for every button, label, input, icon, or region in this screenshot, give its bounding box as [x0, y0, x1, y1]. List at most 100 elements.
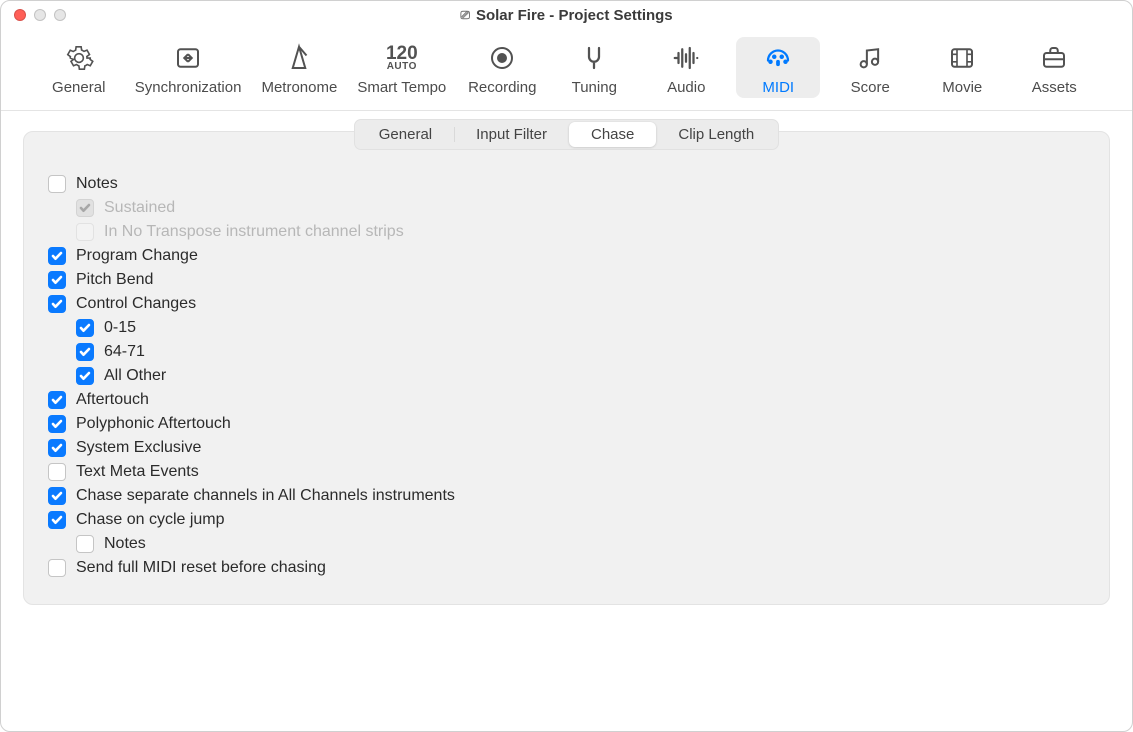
tab-general[interactable]: General — [37, 37, 121, 98]
checkbox-program-change[interactable] — [48, 247, 66, 265]
label-cc-0-15: 0-15 — [104, 319, 136, 337]
tuning-fork-icon — [574, 41, 614, 75]
smart-tempo-number: 120 — [386, 45, 418, 62]
tab-sync-label: Synchronization — [135, 79, 242, 96]
subtab-clip-length-label: Clip Length — [678, 126, 754, 143]
checkbox-sysex[interactable] — [48, 439, 66, 457]
checkbox-text-meta[interactable] — [48, 463, 66, 481]
checkbox-row-aftertouch: Aftertouch — [48, 388, 1085, 412]
smart-tempo-mode: AUTO — [386, 62, 418, 71]
checkbox-row-full-reset: Send full MIDI reset before chasing — [48, 556, 1085, 580]
checkbox-notes[interactable] — [48, 175, 66, 193]
tab-movie[interactable]: Movie — [920, 37, 1004, 98]
tab-movie-label: Movie — [942, 79, 982, 96]
chase-options-list: Notes Sustained In No Transpose instrume… — [24, 150, 1109, 580]
record-icon — [482, 41, 522, 75]
window-title: ⎚ Solar Fire - Project Settings — [1, 1, 1132, 29]
checkbox-sustained — [76, 199, 94, 217]
smart-tempo-icon: 120 AUTO — [382, 41, 422, 75]
tab-smart-tempo-label: Smart Tempo — [357, 79, 446, 96]
checkbox-poly-aftertouch[interactable] — [48, 415, 66, 433]
checkbox-chase-separate[interactable] — [48, 487, 66, 505]
tab-midi-label: MIDI — [762, 79, 794, 96]
label-control-changes: Control Changes — [76, 295, 196, 313]
label-cc-64-71: 64-71 — [104, 343, 145, 361]
checkbox-row-program-change: Program Change — [48, 244, 1085, 268]
tab-metronome-label: Metronome — [261, 79, 337, 96]
settings-toolbar: General Synchronization Metronome 120 AU… — [1, 29, 1132, 111]
midi-subtabs: General Input Filter Chase Clip Length — [354, 119, 780, 150]
checkbox-cc-0-15[interactable] — [76, 319, 94, 337]
tab-tuning[interactable]: Tuning — [552, 37, 636, 98]
tab-assets-label: Assets — [1032, 79, 1077, 96]
checkbox-row-cc-64-71: 64-71 — [48, 340, 1085, 364]
checkbox-row-text-meta: Text Meta Events — [48, 460, 1085, 484]
tab-metronome[interactable]: Metronome — [255, 37, 343, 98]
checkbox-control-changes[interactable] — [48, 295, 66, 313]
subtab-chase-label: Chase — [591, 126, 634, 143]
checkbox-row-cycle-notes: Notes — [48, 532, 1085, 556]
checkbox-row-cc-0-15: 0-15 — [48, 316, 1085, 340]
metronome-icon — [279, 41, 319, 75]
checkbox-chase-cycle-jump[interactable] — [48, 511, 66, 529]
tab-synchronization[interactable]: Synchronization — [129, 37, 248, 98]
checkbox-row-chase-separate: Chase separate channels in All Channels … — [48, 484, 1085, 508]
label-program-change: Program Change — [76, 247, 198, 265]
checkbox-full-reset[interactable] — [48, 559, 66, 577]
tab-recording[interactable]: Recording — [460, 37, 544, 98]
waveform-icon — [666, 41, 706, 75]
label-poly-aftertouch: Polyphonic Aftertouch — [76, 415, 231, 433]
label-sustained: Sustained — [104, 199, 175, 217]
tab-score[interactable]: Score — [828, 37, 912, 98]
titlebar: ⎚ Solar Fire - Project Settings — [1, 1, 1132, 29]
checkbox-aftertouch[interactable] — [48, 391, 66, 409]
briefcase-icon — [1034, 41, 1074, 75]
tab-score-label: Score — [851, 79, 890, 96]
label-cc-all-other: All Other — [104, 367, 166, 385]
checkbox-row-pitch-bend: Pitch Bend — [48, 268, 1085, 292]
content-area: General Input Filter Chase Clip Length N… — [1, 111, 1132, 625]
tab-audio[interactable]: Audio — [644, 37, 728, 98]
checkbox-row-no-transpose: In No Transpose instrument channel strip… — [48, 220, 1085, 244]
label-text-meta: Text Meta Events — [76, 463, 199, 481]
midi-icon — [758, 41, 798, 75]
subtab-input-filter-label: Input Filter — [476, 126, 547, 143]
label-chase-separate: Chase separate channels in All Channels … — [76, 487, 455, 505]
tab-smart-tempo[interactable]: 120 AUTO Smart Tempo — [351, 37, 452, 98]
subtab-clip-length[interactable]: Clip Length — [656, 122, 776, 147]
checkbox-pitch-bend[interactable] — [48, 271, 66, 289]
tab-assets[interactable]: Assets — [1012, 37, 1096, 98]
tab-tuning-label: Tuning — [572, 79, 617, 96]
label-aftertouch: Aftertouch — [76, 391, 149, 409]
checkbox-row-control-changes: Control Changes — [48, 292, 1085, 316]
label-chase-cycle-jump: Chase on cycle jump — [76, 511, 225, 529]
checkbox-row-poly-aftertouch: Polyphonic Aftertouch — [48, 412, 1085, 436]
document-icon: ⎚ — [460, 8, 470, 23]
label-notes: Notes — [76, 175, 118, 193]
label-pitch-bend: Pitch Bend — [76, 271, 153, 289]
checkbox-no-transpose — [76, 223, 94, 241]
label-sysex: System Exclusive — [76, 439, 201, 457]
subtab-general-label: General — [379, 126, 432, 143]
sync-icon — [168, 41, 208, 75]
tab-recording-label: Recording — [468, 79, 536, 96]
score-icon — [850, 41, 890, 75]
movie-icon — [942, 41, 982, 75]
subtab-input-filter[interactable]: Input Filter — [454, 122, 569, 147]
tab-midi[interactable]: MIDI — [736, 37, 820, 98]
midi-chase-panel: General Input Filter Chase Clip Length N… — [23, 131, 1110, 605]
checkbox-row-sysex: System Exclusive — [48, 436, 1085, 460]
checkbox-row-sustained: Sustained — [48, 196, 1085, 220]
tab-general-label: General — [52, 79, 105, 96]
checkbox-cc-64-71[interactable] — [76, 343, 94, 361]
subtab-general[interactable]: General — [357, 122, 454, 147]
subtab-chase[interactable]: Chase — [569, 122, 656, 147]
gear-icon — [59, 41, 99, 75]
checkbox-cycle-notes[interactable] — [76, 535, 94, 553]
label-no-transpose: In No Transpose instrument channel strip… — [104, 223, 404, 241]
checkbox-row-cc-all-other: All Other — [48, 364, 1085, 388]
checkbox-row-chase-cycle-jump: Chase on cycle jump — [48, 508, 1085, 532]
tab-audio-label: Audio — [667, 79, 705, 96]
checkbox-cc-all-other[interactable] — [76, 367, 94, 385]
label-full-reset: Send full MIDI reset before chasing — [76, 559, 326, 577]
